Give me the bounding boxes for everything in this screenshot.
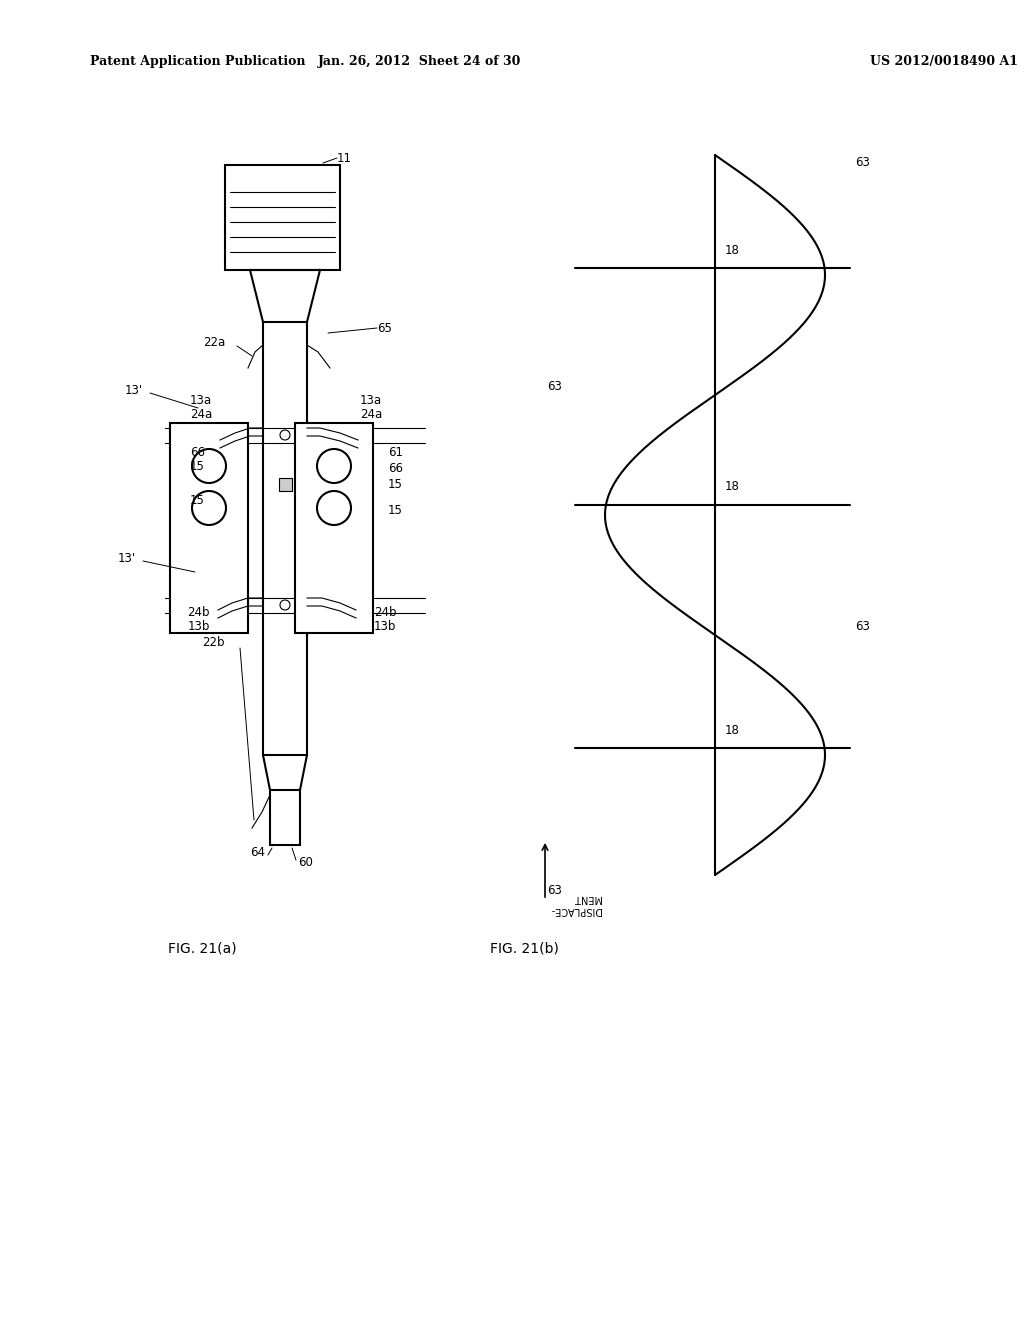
Text: 18: 18	[725, 480, 740, 494]
Text: US 2012/0018490 A1: US 2012/0018490 A1	[870, 55, 1018, 69]
Text: 15: 15	[190, 494, 205, 507]
Text: 24a: 24a	[360, 408, 382, 421]
Bar	[270, 789, 300, 845]
Text: 61: 61	[388, 446, 403, 458]
Text: 63: 63	[855, 157, 869, 169]
Text: 18: 18	[725, 723, 740, 737]
Text: 13': 13'	[125, 384, 143, 396]
Text: 66: 66	[190, 446, 205, 458]
Text: 13': 13'	[118, 552, 136, 565]
Text: 18: 18	[725, 243, 740, 256]
Text: 60: 60	[298, 855, 313, 869]
Bar	[263, 322, 307, 755]
Text: 63: 63	[547, 883, 562, 896]
Text: 15: 15	[388, 503, 402, 516]
Bar	[295, 422, 373, 634]
Text: 65: 65	[377, 322, 392, 334]
Text: 13b: 13b	[374, 619, 396, 632]
Text: 24b: 24b	[374, 606, 396, 619]
Text: FIG. 21(a): FIG. 21(a)	[168, 941, 237, 954]
Text: 15: 15	[190, 461, 205, 474]
Bar	[279, 478, 292, 491]
Text: 63: 63	[855, 619, 869, 632]
Bar	[170, 422, 248, 634]
Text: FIG. 21(b): FIG. 21(b)	[490, 941, 559, 954]
Text: 13a: 13a	[189, 393, 212, 407]
Text: 64: 64	[250, 846, 265, 858]
Text: 66: 66	[388, 462, 403, 474]
Text: 24a: 24a	[189, 408, 212, 421]
Text: 24b: 24b	[187, 606, 210, 619]
Text: Jan. 26, 2012  Sheet 24 of 30: Jan. 26, 2012 Sheet 24 of 30	[318, 55, 521, 69]
Bar	[225, 165, 340, 271]
Text: 63: 63	[547, 380, 562, 392]
Text: 13a: 13a	[360, 393, 382, 407]
Text: 15: 15	[388, 478, 402, 491]
Text: 22b: 22b	[203, 636, 225, 649]
Text: 11: 11	[337, 152, 352, 165]
Text: 22a: 22a	[203, 337, 225, 350]
Text: 13b: 13b	[187, 619, 210, 632]
Text: DISPLACE-
MENT: DISPLACE- MENT	[550, 894, 601, 915]
Text: Patent Application Publication: Patent Application Publication	[90, 55, 305, 69]
